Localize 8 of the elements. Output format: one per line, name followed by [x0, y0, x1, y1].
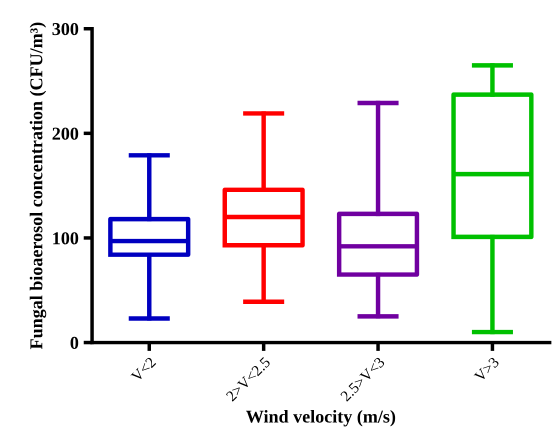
x-axis-title: Wind velocity (m/s) — [246, 410, 396, 426]
y-tick-label: 200 — [52, 128, 78, 140]
y-tick-label: 300 — [52, 22, 78, 36]
x-tick-label: V<2 — [130, 356, 156, 383]
y-tick-label: 100 — [53, 232, 78, 244]
y-axis-title: Fungal bioaerosol concentration (CFU/m³) — [30, 22, 46, 350]
y-tick-label: 0 — [70, 336, 78, 349]
x-tick-label: V>3 — [474, 356, 500, 383]
